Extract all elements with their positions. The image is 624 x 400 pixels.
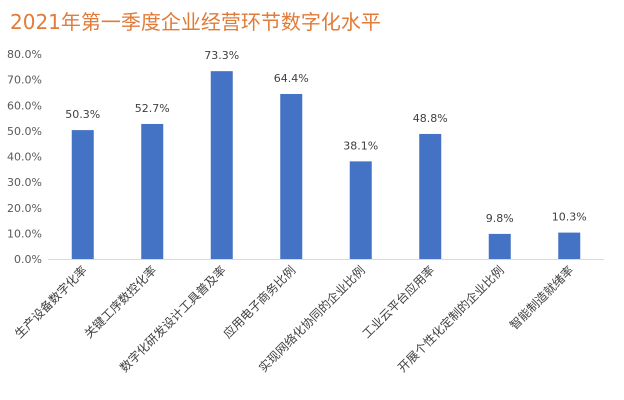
bar (488, 233, 511, 259)
x-category-label: 应用电子商务比例 (220, 263, 298, 341)
x-category-label: 生产设备数字化率 (11, 263, 89, 341)
y-tick-label: 20.0% (7, 202, 42, 215)
bar (141, 123, 164, 259)
bars (71, 71, 581, 259)
data-labels: 50.3% 52.7% 73.3% 64.4% 38.1% 48.8% 9.8% 10.3% (65, 49, 586, 225)
category-labels: 生产设备数字化率关键工序数控化率数字化研发设计工具普及率应用电子商务比例实现网络… (11, 263, 576, 375)
y-tick-label: 60.0% (7, 99, 42, 112)
x-category-label: 智能制造就绪率 (506, 263, 576, 333)
data-label: 48.8% (413, 112, 448, 125)
bar (280, 93, 303, 259)
data-label: 50.3% (65, 108, 100, 121)
y-tick-label: 0.0% (14, 253, 42, 266)
data-label: 38.1% (343, 139, 378, 152)
x-category-label: 工业云平台应用率 (359, 263, 437, 341)
chart-title: 2021年第一季度企业经营环节数字化水平 (10, 10, 381, 34)
data-label: 64.4% (274, 72, 309, 85)
x-category-label: 关键工序数控化率 (81, 263, 159, 341)
y-tick-label: 50.0% (7, 125, 42, 138)
y-tick-label: 70.0% (7, 74, 42, 87)
bar (71, 130, 94, 259)
y-tick-label: 40.0% (7, 151, 42, 164)
data-label: 10.3% (552, 211, 587, 224)
data-label: 9.8% (486, 212, 514, 225)
y-tick-label: 80.0% (7, 48, 42, 61)
data-label: 73.3% (204, 49, 239, 62)
bar (210, 71, 233, 259)
bar (558, 232, 581, 259)
bar (349, 161, 372, 259)
y-tick-label: 30.0% (7, 176, 42, 189)
y-tick-label: 10.0% (7, 227, 42, 240)
y-axis-ticks: 0.0% 10.0% 20.0% 30.0% 40.0% 50.0% 60.0% 70.0% 8… (7, 48, 42, 266)
data-label: 52.7% (135, 102, 170, 115)
bar (419, 133, 442, 259)
